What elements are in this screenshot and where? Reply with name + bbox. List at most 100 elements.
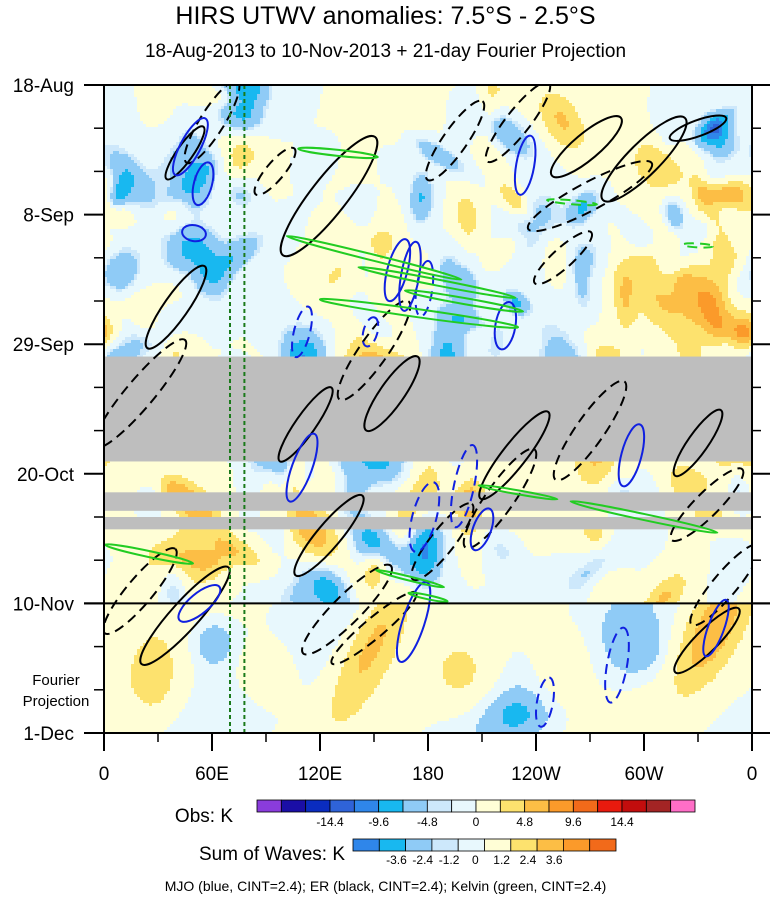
field-cell [635, 91, 638, 94]
field-cell [491, 106, 494, 109]
field-cell [722, 127, 725, 130]
field-cell [470, 130, 473, 133]
field-cell [404, 88, 407, 91]
field-cell [119, 136, 122, 139]
field-cell [455, 88, 458, 91]
field-cell [464, 142, 467, 145]
field-cell [365, 106, 368, 109]
field-cell [236, 103, 239, 106]
field-cell [302, 130, 305, 133]
field-cell [248, 103, 251, 106]
field-cell [575, 151, 578, 154]
field-cell [167, 106, 170, 109]
field-cell [335, 151, 338, 154]
field-cell [362, 139, 365, 142]
field-cell [596, 112, 599, 115]
field-cell [113, 148, 116, 151]
field-cell [257, 151, 260, 154]
field-cell [332, 151, 335, 154]
field-cell [740, 139, 743, 142]
field-cell [164, 148, 167, 151]
field-cell [122, 154, 125, 157]
field-cell [656, 148, 659, 151]
field-cell [545, 136, 548, 139]
field-cell [677, 106, 680, 109]
field-cell [179, 100, 182, 103]
field-cell [746, 151, 749, 154]
field-cell [623, 118, 626, 121]
field-cell [368, 148, 371, 151]
field-cell [377, 103, 380, 106]
field-cell [419, 133, 422, 136]
field-cell [497, 139, 500, 142]
field-cell [371, 133, 374, 136]
field-cell [677, 94, 680, 97]
field-cell [464, 121, 467, 124]
field-cell [413, 139, 416, 142]
field-cell [161, 115, 164, 118]
field-cell [146, 94, 149, 97]
field-cell [341, 118, 344, 121]
field-cell [488, 136, 491, 139]
field-cell [221, 85, 224, 88]
field-cell [728, 112, 731, 115]
field-cell [548, 115, 551, 118]
field-cell [536, 91, 539, 94]
field-cell [584, 103, 587, 106]
field-cell [311, 106, 314, 109]
field-cell [662, 100, 665, 103]
field-cell [131, 106, 134, 109]
field-cell [182, 85, 185, 88]
field-cell [722, 136, 725, 139]
field-cell [338, 136, 341, 139]
field-cell [449, 139, 452, 142]
field-cell [275, 97, 278, 100]
field-cell [740, 148, 743, 151]
field-cell [614, 124, 617, 127]
field-cell [551, 133, 554, 136]
field-cell [548, 118, 551, 121]
field-cell [296, 151, 299, 154]
field-cell [272, 106, 275, 109]
field-cell [740, 133, 743, 136]
field-cell [176, 139, 179, 142]
field-cell [476, 148, 479, 151]
field-cell [485, 103, 488, 106]
field-cell [560, 142, 563, 145]
field-cell [332, 121, 335, 124]
field-cell [602, 97, 605, 100]
field-cell [350, 151, 353, 154]
field-cell [107, 88, 110, 91]
field-cell [335, 112, 338, 115]
field-cell [518, 103, 521, 106]
field-cell [650, 97, 653, 100]
field-cell [179, 154, 182, 157]
field-cell [575, 133, 578, 136]
field-cell [170, 148, 173, 151]
field-cell [509, 97, 512, 100]
field-cell [728, 115, 731, 118]
field-cell [608, 88, 611, 91]
field-cell [395, 121, 398, 124]
field-cell [170, 91, 173, 94]
field-cell [242, 151, 245, 154]
field-cell [140, 103, 143, 106]
field-cell [581, 106, 584, 109]
field-cell [572, 97, 575, 100]
field-cell [500, 142, 503, 145]
field-cell [236, 139, 239, 142]
field-cell [545, 127, 548, 130]
field-cell [383, 100, 386, 103]
field-cell [257, 94, 260, 97]
field-cell [191, 139, 194, 142]
field-cell [389, 115, 392, 118]
field-cell [668, 127, 671, 130]
field-cell [254, 115, 257, 118]
field-cell [644, 88, 647, 91]
field-cell [257, 115, 260, 118]
field-cell [305, 148, 308, 151]
field-cell [719, 130, 722, 133]
field-cell [410, 127, 413, 130]
field-cell [200, 100, 203, 103]
field-cell [728, 151, 731, 154]
